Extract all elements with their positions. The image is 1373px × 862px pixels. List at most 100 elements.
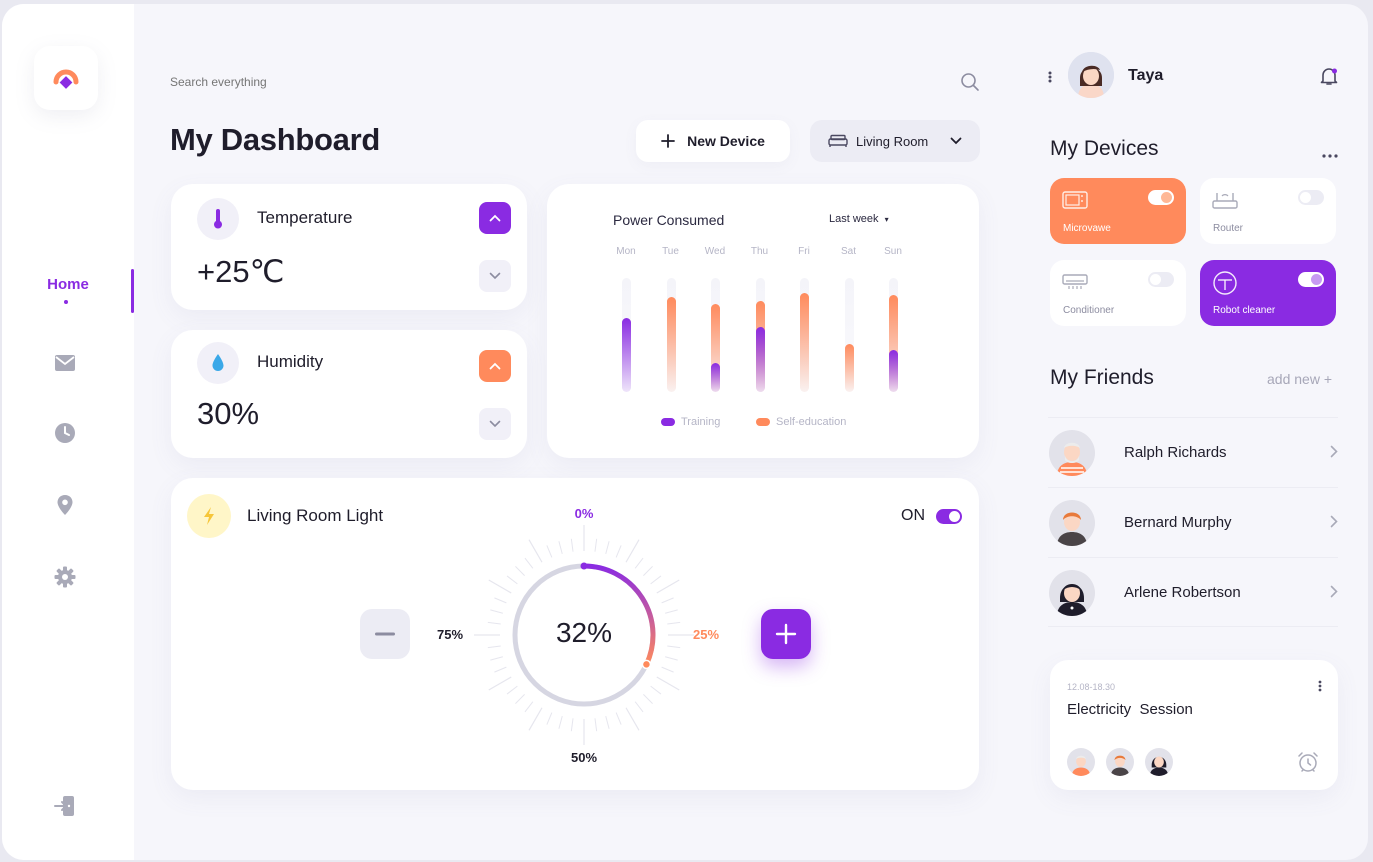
dial-tick [506, 685, 518, 695]
participant-avatar [1145, 748, 1173, 776]
avatar-icon [1049, 570, 1095, 616]
dial-tick [524, 557, 534, 569]
device-card-robot-cleaner[interactable]: Robot cleaner [1200, 260, 1336, 326]
dial-tick [656, 579, 680, 594]
chart-day-label: Tue [662, 246, 679, 257]
dial-tick [506, 575, 518, 585]
sidebar-item-location[interactable] [53, 493, 77, 517]
dial-tick [661, 666, 674, 673]
app-logo[interactable] [34, 46, 98, 110]
friend-avatar [1049, 430, 1095, 476]
device-name: Router [1213, 223, 1244, 234]
search-input[interactable] [170, 75, 470, 89]
microwave-toggle[interactable] [1148, 190, 1174, 205]
thermometer-icon-wrap [197, 198, 239, 240]
chart-bar-training [622, 318, 631, 392]
chart-day-label: Fri [798, 246, 810, 257]
dial-tick [515, 694, 525, 704]
chevron-down-icon [950, 137, 962, 145]
sidebar-item-history[interactable] [53, 421, 77, 445]
dial-tick [558, 716, 563, 729]
logout-button[interactable] [53, 794, 77, 818]
chart-bar-track [844, 278, 854, 392]
avatar-icon [1149, 756, 1169, 776]
app-window: Home [2, 4, 1368, 860]
avatar-icon [1110, 755, 1130, 776]
friend-row[interactable]: Ralph Richards [1048, 417, 1338, 487]
dial-tick [625, 539, 640, 563]
participant-avatar [1067, 748, 1095, 776]
add-friend-link[interactable]: add new + [1267, 371, 1332, 387]
user-name: Taya [1128, 67, 1164, 84]
sidebar: Home [2, 4, 134, 860]
device-card-conditioner[interactable]: Conditioner [1050, 260, 1186, 326]
brightness-dial[interactable] [454, 505, 714, 765]
humidity-up-button[interactable] [479, 350, 511, 382]
dial-handle [641, 659, 652, 670]
profile-menu-icon[interactable] [1048, 70, 1052, 83]
dial-tick [656, 676, 680, 691]
humidity-down-button[interactable] [479, 408, 511, 440]
room-select[interactable]: Living Room [810, 120, 980, 162]
devices-more-button[interactable] [1322, 145, 1338, 163]
alarm-clock-icon[interactable] [1296, 750, 1320, 774]
mail-icon [55, 355, 75, 371]
conditioner-toggle[interactable] [1148, 272, 1174, 287]
dial-tick [528, 539, 543, 563]
chart-day-label: Thu [750, 246, 769, 257]
friend-row[interactable]: Arlene Robertson [1048, 557, 1338, 627]
user-avatar[interactable] [1068, 52, 1114, 98]
light-state-label: ON [901, 507, 925, 524]
friend-name: Ralph Richards [1124, 444, 1227, 461]
dial-tick [524, 701, 534, 713]
avatar-icon [1049, 500, 1095, 546]
temperature-card: Temperature +25℃ [171, 184, 527, 310]
increase-brightness-button[interactable] [761, 609, 811, 659]
sidebar-item-mail[interactable] [53, 351, 77, 375]
robot-cleaner-icon [1213, 271, 1237, 295]
more-vertical-icon[interactable] [1318, 680, 1322, 692]
chart-title: Power Consumed [613, 212, 725, 228]
sidebar-item-settings[interactable] [53, 565, 77, 589]
router-icon [1212, 193, 1238, 209]
temperature-down-button[interactable] [479, 260, 511, 292]
decrease-brightness-button[interactable] [360, 609, 410, 659]
dial-tick [546, 545, 553, 558]
dial-tick [650, 575, 662, 585]
plus-icon [775, 623, 797, 645]
friend-row[interactable]: Bernard Murphy [1048, 487, 1338, 557]
device-card-microwave[interactable]: Microvawe [1050, 178, 1186, 244]
water-drop-icon [212, 354, 224, 371]
dial-center [528, 579, 640, 691]
notifications-button[interactable] [1320, 66, 1338, 91]
dial-tick [665, 609, 678, 614]
light-toggle[interactable] [936, 509, 962, 524]
dial-tick [650, 685, 662, 695]
device-name: Conditioner [1063, 305, 1115, 316]
dial-label-top: 0% [574, 506, 594, 521]
chart-range-select[interactable]: Last week ▾ [829, 213, 889, 225]
active-indicator [131, 269, 134, 313]
electricity-session-card[interactable]: 12.08-18.30 Electricity Session [1050, 660, 1338, 790]
lightning-icon [204, 507, 214, 525]
robot-cleaner-toggle[interactable] [1298, 272, 1324, 287]
dial-progress-arc [581, 563, 656, 667]
dial-ticks [474, 525, 694, 745]
dial-tick [488, 579, 512, 594]
temperature-up-button[interactable] [479, 202, 511, 234]
device-name: Microvawe [1063, 223, 1111, 234]
router-toggle[interactable] [1298, 190, 1324, 205]
main-content: My Dashboard New Device Living Room [134, 4, 1014, 860]
dial-tick [615, 545, 622, 558]
humidity-card: Humidity 30% [171, 330, 527, 458]
new-device-button[interactable]: New Device [636, 120, 790, 162]
toggle-knob [949, 511, 960, 522]
dial-tick [515, 566, 525, 576]
device-card-router[interactable]: Router [1200, 178, 1336, 244]
search-icon[interactable] [960, 72, 980, 92]
friend-avatar [1049, 500, 1095, 546]
avatar-icon [1068, 52, 1114, 98]
device-name: Robot cleaner [1213, 305, 1276, 316]
sidebar-item-home[interactable]: Home [47, 276, 89, 293]
dial-tick [665, 656, 678, 661]
